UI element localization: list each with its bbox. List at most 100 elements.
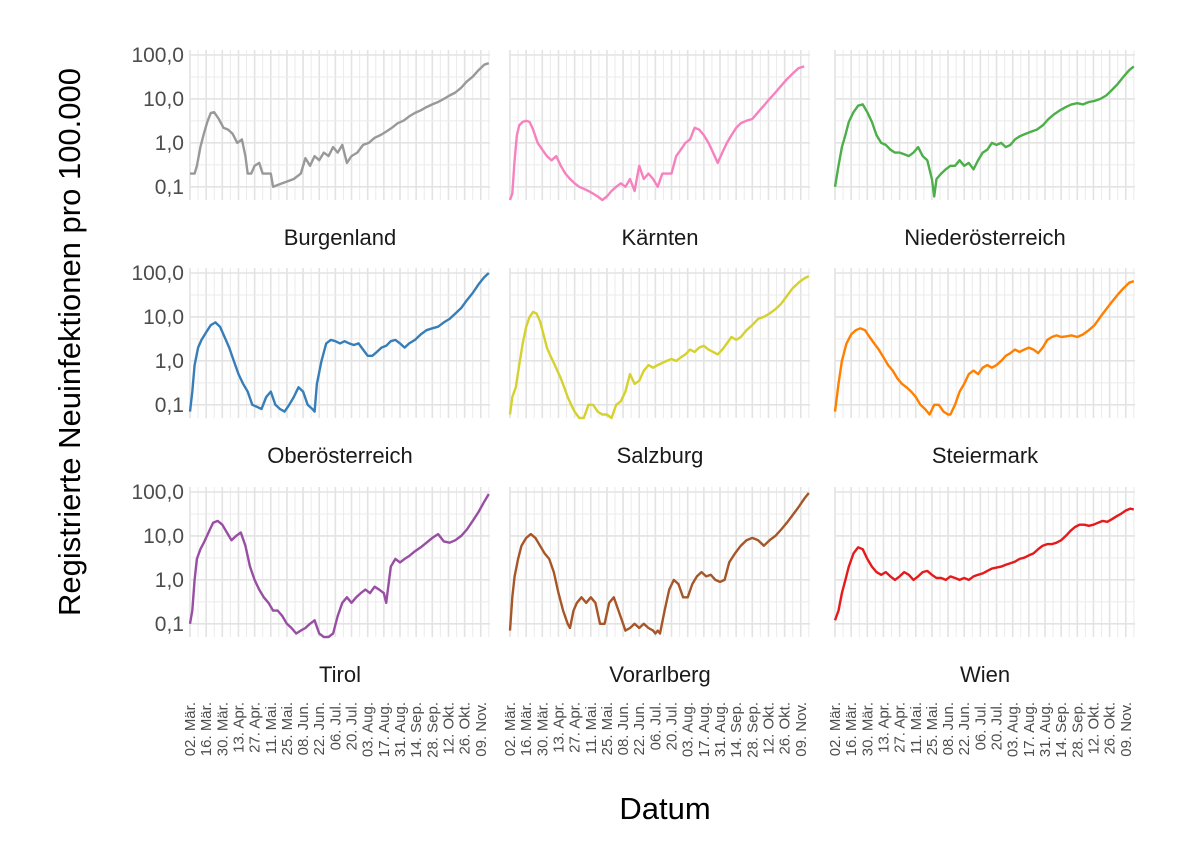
y-tick-label: 0,1	[155, 394, 184, 417]
x-tick-label: 11. Mai.	[263, 702, 280, 754]
y-tick-label: 100,0	[131, 262, 184, 285]
x-tick-label: 17. Aug.	[376, 702, 393, 757]
x-tick-label: 12. Okt.	[761, 702, 778, 755]
panel-grid-tirol	[189, 487, 490, 637]
y-tick-label: 100,0	[131, 481, 184, 504]
x-tick-label: 14. Sep.	[1053, 702, 1070, 758]
y-tick-label: 0,1	[155, 613, 184, 636]
x-tick-label: 22. Jun.	[631, 702, 648, 755]
facet-label-salzburg: Salzburg	[617, 443, 704, 468]
x-tick-label: 09. Nov.	[1118, 702, 1135, 757]
facet-label-niederoesterreich: Niederösterreich	[904, 225, 1065, 250]
x-tick-label: 06. Jul.	[327, 702, 344, 750]
x-tick-label: 16. Mär.	[518, 702, 535, 756]
x-tick-label: 02. Mär.	[502, 702, 519, 756]
series-line-steiermark	[833, 280, 1135, 416]
y-tick-label: 1,0	[155, 350, 184, 373]
x-tick-label: 16. Mär.	[843, 702, 860, 756]
x-tick-label: 02. Mär.	[827, 702, 844, 756]
series-line-vorarlberg	[508, 492, 810, 635]
x-tick-label: 30. Mär.	[534, 702, 551, 756]
x-tick-label: 08. Jun.	[940, 702, 957, 755]
panel-grid-wien	[834, 487, 1135, 637]
series-layer	[188, 62, 1135, 639]
series-line-niederoesterreich	[833, 65, 1135, 198]
x-tick-label: 03. Aug.	[360, 702, 377, 757]
x-tick-label: 03. Aug.	[680, 702, 697, 757]
series-line-kaernten	[508, 65, 805, 202]
x-tick-label: 30. Mär.	[214, 702, 231, 756]
y-tick-label: 100,0	[131, 44, 184, 67]
x-tick-label: 08. Jun.	[295, 702, 312, 755]
facet-label-tirol: Tirol	[319, 662, 361, 687]
x-tick-label: 25. Mai.	[599, 702, 616, 755]
grid-layer	[189, 50, 1135, 637]
x-tick-label: 09. Nov.	[793, 702, 810, 757]
x-tick-label: 28. Sep.	[424, 702, 441, 758]
series-line-oberoesterreich	[188, 272, 490, 413]
x-tick-label: 14. Sep.	[728, 702, 745, 758]
series-line-burgenland	[190, 62, 490, 188]
x-tick-label: 27. Apr.	[247, 702, 264, 753]
panel-grid-vorarlberg	[509, 487, 810, 637]
facet-label-burgenland: Burgenland	[284, 225, 397, 250]
y-tick-label: 10,0	[143, 525, 184, 548]
x-tick-label: 02. Mär.	[182, 702, 199, 756]
x-tick-label: 20. Jul.	[989, 702, 1006, 750]
x-tick-label: 31. Aug.	[712, 702, 729, 757]
label-layer: Burgenland 0,1 1,0 10,0 100,0 Kärnten Niederös…	[131, 44, 1134, 758]
x-tick-label: 20. Jul.	[344, 702, 361, 750]
x-tick-label: 31. Aug.	[392, 702, 409, 757]
facet-label-wien: Wien	[960, 662, 1010, 687]
facet-label-kaernten: Kärnten	[621, 225, 698, 250]
x-tick-label: 11. Mai.	[583, 702, 600, 754]
panel-grid-salzburg	[509, 268, 810, 418]
panel-grid-steiermark	[834, 268, 1135, 418]
x-tick-label: 16. Mär.	[198, 702, 215, 756]
x-tick-label: 27. Apr.	[892, 702, 909, 753]
x-tick-label: 13. Apr.	[551, 702, 568, 753]
x-tick-label: 11. Mai.	[908, 702, 925, 754]
x-tick-label: 12. Okt.	[1086, 702, 1103, 755]
x-tick-label: 17. Aug.	[1021, 702, 1038, 757]
y-tick-label: 10,0	[143, 88, 184, 111]
y-axis-title: Registrierte Neuinfektionen pro 100.000	[52, 68, 87, 616]
x-tick-label: 28. Sep.	[1069, 702, 1086, 758]
x-tick-label: 30. Mär.	[859, 702, 876, 756]
x-tick-label: 06. Jul.	[972, 702, 989, 750]
x-tick-label: 09. Nov.	[473, 702, 490, 757]
x-tick-label: 27. Apr.	[567, 702, 584, 753]
y-tick-label: 1,0	[155, 569, 184, 592]
x-tick-label: 12. Okt.	[441, 702, 458, 755]
x-tick-label: 08. Jun.	[615, 702, 632, 755]
panel-grid-niederoesterreich	[834, 50, 1135, 200]
x-tick-label: 25. Mai.	[279, 702, 296, 755]
facet-label-steiermark: Steiermark	[932, 443, 1039, 468]
x-tick-label: 20. Jul.	[664, 702, 681, 750]
panel-grid-burgenland	[189, 50, 490, 200]
x-tick-label: 17. Aug.	[696, 702, 713, 757]
panel-grid-kaernten	[509, 50, 810, 200]
x-tick-label: 26. Okt.	[457, 702, 474, 755]
series-line-wien	[833, 507, 1135, 621]
y-tick-label: 10,0	[143, 306, 184, 329]
facet-label-oberoesterreich: Oberösterreich	[267, 443, 413, 468]
series-line-tirol	[188, 493, 490, 639]
x-tick-label: 28. Sep.	[744, 702, 761, 758]
x-tick-label: 13. Apr.	[876, 702, 893, 753]
x-tick-label: 22. Jun.	[956, 702, 973, 755]
x-tick-label: 26. Okt.	[1102, 702, 1119, 755]
x-tick-label: 26. Okt.	[777, 702, 794, 755]
x-tick-label: 22. Jun.	[311, 702, 328, 755]
x-tick-label: 25. Mai.	[924, 702, 941, 755]
y-tick-label: 0,1	[155, 176, 184, 199]
facet-label-vorarlberg: Vorarlberg	[609, 662, 711, 687]
x-tick-label: 31. Aug.	[1037, 702, 1054, 757]
x-axis-title: Datum	[619, 791, 710, 826]
x-tick-label: 03. Aug.	[1005, 702, 1022, 757]
series-line-salzburg	[508, 275, 810, 420]
x-tick-label: 13. Apr.	[231, 702, 248, 753]
y-tick-label: 1,0	[155, 132, 184, 155]
